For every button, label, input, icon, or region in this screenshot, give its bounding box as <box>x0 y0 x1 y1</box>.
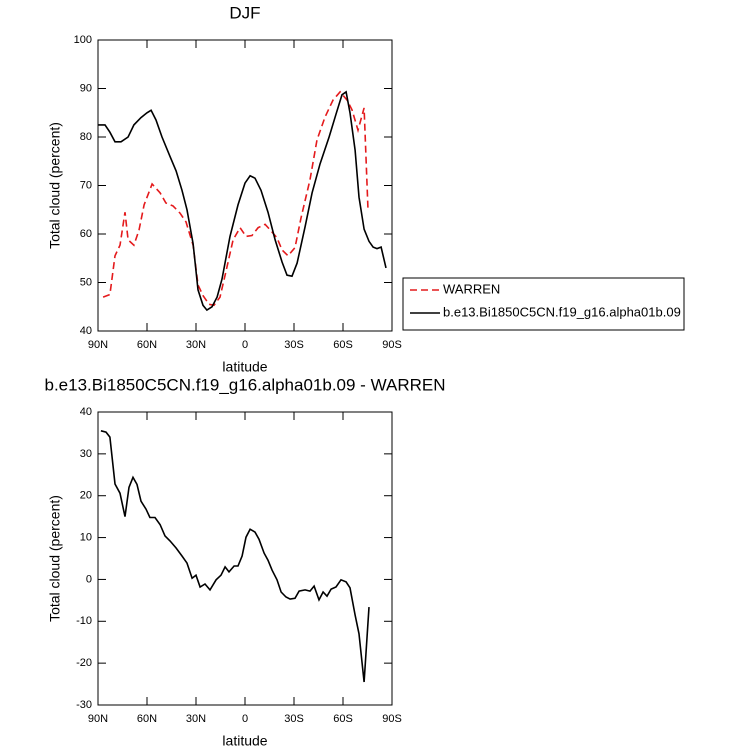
x-tick-label: 0 <box>242 339 248 351</box>
series-line <box>98 90 387 312</box>
x-tick-label: 30N <box>186 339 206 351</box>
chart-title: DJF <box>229 3 260 22</box>
x-tick-label: 90N <box>88 713 108 725</box>
x-tick-label: 30N <box>186 713 206 725</box>
y-tick-label: 50 <box>80 276 92 288</box>
x-tick-label: 30S <box>284 339 304 351</box>
x-tick-label: 60N <box>137 713 157 725</box>
y-tick-label: -20 <box>76 657 92 669</box>
x-tick-label: 60N <box>137 339 157 351</box>
y-tick-label: 20 <box>80 490 92 502</box>
legend-label: WARREN <box>443 281 500 296</box>
x-tick-label: 90S <box>382 339 402 351</box>
y-tick-label: -30 <box>76 699 92 711</box>
x-axis-label: latitude <box>222 733 267 749</box>
legend-label: b.e13.Bi1850C5CN.f19_g16.alpha01b.09 <box>443 304 681 319</box>
x-tick-label: 90N <box>88 339 108 351</box>
x-tick-label: 60S <box>333 713 353 725</box>
legend-box <box>402 277 685 331</box>
y-tick-label: 90 <box>80 82 92 94</box>
y-axis-label: Total cloud (percent) <box>47 495 63 622</box>
y-tick-label: 40 <box>80 406 92 418</box>
plot-frame <box>97 39 393 332</box>
y-axis-label: Total cloud (percent) <box>47 122 63 249</box>
x-axis-label: latitude <box>222 359 267 375</box>
plot-frame <box>97 411 393 706</box>
y-tick-label: -10 <box>76 615 92 627</box>
series-line <box>100 430 370 683</box>
x-tick-label: 0 <box>242 713 248 725</box>
x-tick-label: 90S <box>382 713 402 725</box>
series-line <box>102 90 369 307</box>
x-tick-label: 30S <box>284 713 304 725</box>
y-tick-label: 0 <box>86 573 92 585</box>
chart-title: b.e13.Bi1850C5CN.f19_g16.alpha01b.09 - W… <box>44 375 445 394</box>
y-tick-label: 40 <box>80 325 92 337</box>
y-tick-label: 10 <box>80 531 92 543</box>
y-tick-label: 70 <box>80 179 92 191</box>
x-tick-label: 60S <box>333 339 353 351</box>
y-tick-label: 60 <box>80 228 92 240</box>
y-tick-label: 100 <box>74 34 92 46</box>
y-tick-label: 80 <box>80 131 92 143</box>
y-tick-label: 30 <box>80 448 92 460</box>
